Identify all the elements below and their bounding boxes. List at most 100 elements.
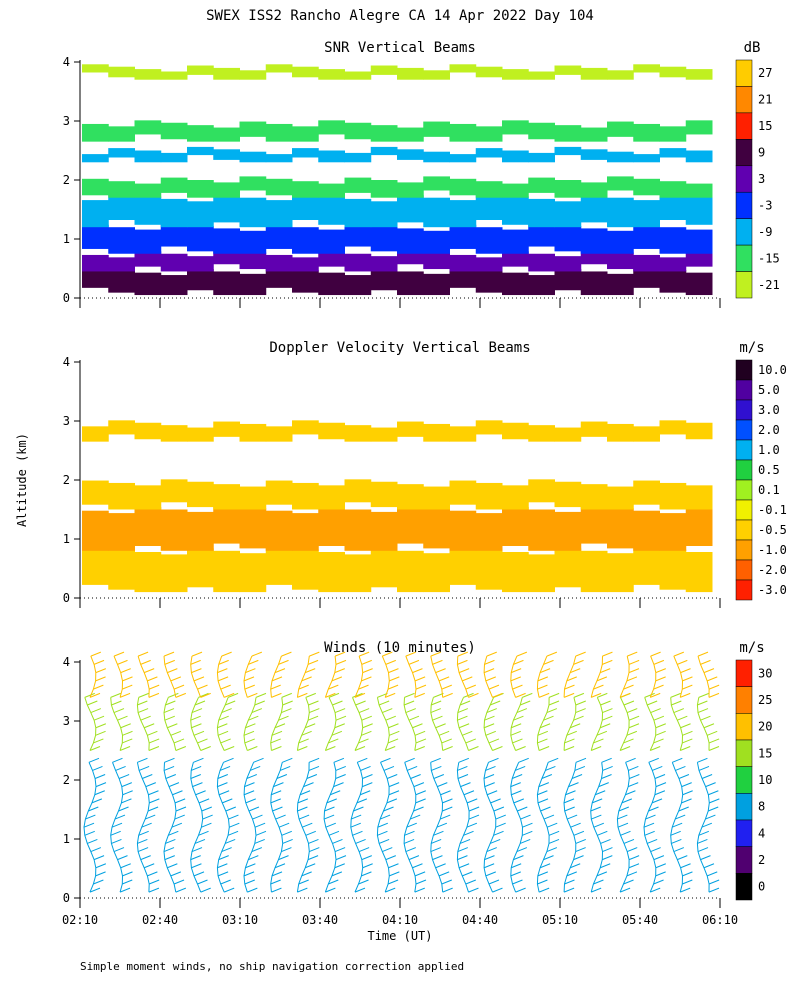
colorbar-label: -21 [758,278,780,292]
heatmap-cell [265,547,293,585]
heatmap-cell [265,480,293,505]
wind-barb [361,659,372,665]
wind-barb [458,863,470,869]
wind-barb [170,730,182,736]
wind-barb [91,798,103,804]
wind-barb [563,692,575,698]
wind-barb [485,730,496,736]
wind-barb [653,879,664,885]
wind-barb [271,730,283,736]
colorbar-swatch [735,873,753,901]
heatmap-cell [187,481,214,508]
wind-barb [323,814,335,820]
wind-barb [670,830,681,836]
colorbar-label: 0 [758,880,765,894]
wind-barb [648,806,659,812]
wind-barb [488,738,500,744]
heatmap-cell [685,272,713,296]
heatmap-cell [108,227,135,254]
heatmap-cell [475,257,503,272]
wind-barb [333,782,344,788]
wind-barb [387,879,399,885]
heatmap-cell [423,273,450,296]
heatmap-cell [475,148,503,158]
wind-barb [626,676,638,682]
wind-barb [675,765,686,771]
wind-barb [174,798,186,804]
wind-barb [168,830,179,836]
wind-barb [326,798,337,804]
wind-barb [244,684,255,690]
wind-barb [548,700,560,706]
wind-barb [328,830,340,836]
colorbar-label: -15 [758,251,780,265]
colorbar-swatch [735,479,753,501]
wind-barb [537,684,548,690]
heatmap-cell [397,67,424,80]
wind-barb [148,887,160,893]
wind-barb [174,814,185,820]
heatmap-cell [318,552,345,593]
wind-barb [495,822,506,828]
wind-profile [456,656,469,698]
heatmap-cell [370,256,398,272]
wind-barb [145,814,156,820]
wind-barb [170,676,182,682]
heatmap-cell [239,273,267,296]
wind-barb [539,668,551,674]
wind-barb [570,863,581,869]
wind-barb [600,838,611,844]
heatmap-cell [607,423,634,442]
heatmap-cell [108,181,135,198]
wind-barb [651,798,663,804]
heatmap-cell [370,481,398,508]
wind-barb [602,847,613,853]
wind-barb [225,700,236,706]
wind-barb [243,676,255,682]
wind-barb [137,838,148,844]
wind-barb [644,692,655,698]
heatmap-cell [633,480,660,505]
wind-barb [516,847,528,853]
wind-barb [383,765,395,771]
wind-barb [708,879,720,885]
colorbar-swatch [735,819,753,847]
wind-barb [682,790,693,796]
wind-barb [90,847,102,853]
wind-barb [353,806,364,812]
wind-barb [698,830,710,836]
heatmap-cell [370,146,398,156]
heatmap-cell [213,421,240,437]
colorbar-swatch [735,218,753,246]
wind-barb [433,692,444,698]
wind-barb [119,887,131,893]
heatmap-cell [82,178,109,196]
wind-barb [137,708,149,714]
wind-barb [457,765,468,771]
wind-barb [307,855,319,861]
wind-barb [112,757,123,763]
heatmap-cell [449,480,477,505]
heatmap-cell [134,69,162,80]
wind-barb [486,790,498,796]
wind-profile [296,656,310,698]
wind-barb [468,814,480,820]
wind-barb [217,723,228,729]
wind-barb [522,822,533,828]
colorbar-swatch [735,766,753,794]
heatmap-cell [475,181,503,198]
wind-barb [361,871,372,877]
wind-barb [571,774,583,779]
colorbar-swatch [735,271,753,299]
wind-barb [274,723,286,729]
heatmap-cell [580,67,608,80]
wind-barb [270,790,282,796]
heatmap-cell [607,151,634,163]
heatmap-cell [82,123,109,142]
heatmap-cell [502,120,529,135]
wind-barb [653,659,665,665]
wind-barb [388,668,399,674]
heatmap-cell [502,196,529,225]
heatmap-cell [134,150,162,163]
heatmap-cell [265,200,293,228]
